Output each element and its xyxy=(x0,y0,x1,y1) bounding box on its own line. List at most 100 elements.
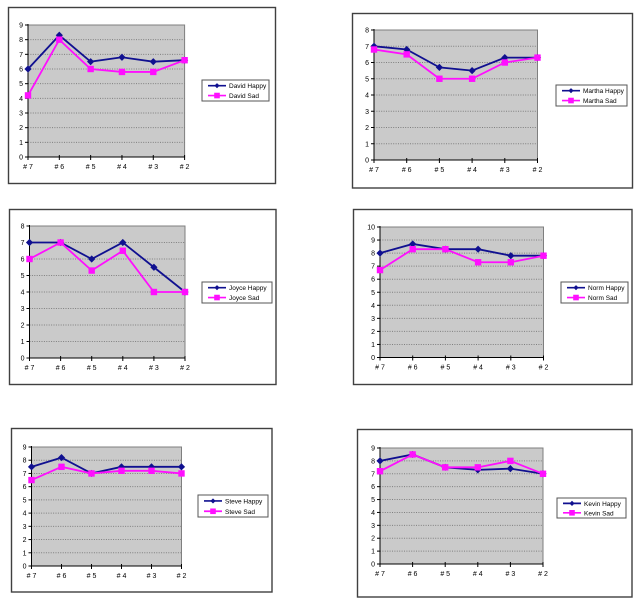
svg-text:2: 2 xyxy=(21,323,25,330)
svg-text:2: 2 xyxy=(23,537,27,544)
svg-text:5: 5 xyxy=(371,497,375,504)
svg-text:4: 4 xyxy=(21,290,25,297)
svg-text:5: 5 xyxy=(23,497,27,504)
svg-text:# 7: # 7 xyxy=(23,164,33,171)
svg-text:1: 1 xyxy=(19,140,23,147)
svg-text:9: 9 xyxy=(371,446,375,453)
svg-text:# 2: # 2 xyxy=(538,571,548,578)
svg-text:Kevin Sad: Kevin Sad xyxy=(584,510,614,517)
svg-text:# 4: # 4 xyxy=(473,571,483,578)
svg-text:David Sad: David Sad xyxy=(229,93,259,100)
svg-text:3: 3 xyxy=(23,524,27,531)
svg-text:2: 2 xyxy=(371,329,375,336)
svg-text:3: 3 xyxy=(21,306,25,313)
svg-text:Martha Happy: Martha Happy xyxy=(583,88,625,95)
svg-text:# 4: # 4 xyxy=(117,573,127,580)
svg-text:3: 3 xyxy=(365,109,369,116)
svg-text:# 5: # 5 xyxy=(440,571,450,578)
svg-text:# 6: # 6 xyxy=(402,167,412,174)
svg-text:6: 6 xyxy=(371,277,375,284)
svg-text:5: 5 xyxy=(19,81,23,88)
svg-text:2: 2 xyxy=(371,536,375,543)
svg-text:# 7: # 7 xyxy=(369,167,379,174)
svg-text:4: 4 xyxy=(23,511,27,518)
svg-text:10: 10 xyxy=(367,225,375,232)
svg-text:0: 0 xyxy=(371,562,375,569)
svg-text:# 5: # 5 xyxy=(87,365,97,372)
svg-text:1: 1 xyxy=(371,549,375,556)
svg-text:7: 7 xyxy=(19,52,23,59)
svg-text:Steve Happy: Steve Happy xyxy=(225,498,263,505)
svg-text:7: 7 xyxy=(365,44,369,51)
svg-text:8: 8 xyxy=(365,28,369,35)
svg-text:# 3: # 3 xyxy=(149,365,159,372)
svg-text:# 5: # 5 xyxy=(86,164,96,171)
svg-text:# 3: # 3 xyxy=(506,571,516,578)
svg-text:6: 6 xyxy=(371,484,375,491)
svg-text:8: 8 xyxy=(19,37,23,44)
svg-text:2: 2 xyxy=(19,125,23,132)
svg-text:6: 6 xyxy=(365,60,369,67)
svg-text:# 2: # 2 xyxy=(180,164,190,171)
svg-text:# 7: # 7 xyxy=(25,365,35,372)
svg-text:2: 2 xyxy=(365,125,369,132)
svg-text:Norm Happy: Norm Happy xyxy=(588,285,625,292)
svg-text:# 3: # 3 xyxy=(148,164,158,171)
svg-text:# 2: # 2 xyxy=(177,573,187,580)
svg-text:9: 9 xyxy=(371,238,375,245)
svg-text:# 6: # 6 xyxy=(408,571,418,578)
svg-text:3: 3 xyxy=(371,523,375,530)
svg-text:6: 6 xyxy=(19,67,23,74)
svg-text:9: 9 xyxy=(19,23,23,30)
svg-text:# 6: # 6 xyxy=(408,365,418,372)
svg-text:3: 3 xyxy=(19,111,23,118)
svg-text:# 4: # 4 xyxy=(473,365,483,372)
svg-text:5: 5 xyxy=(21,273,25,280)
svg-text:# 2: # 2 xyxy=(539,365,549,372)
svg-text:Kevin Happy: Kevin Happy xyxy=(584,501,622,508)
svg-text:4: 4 xyxy=(371,303,375,310)
svg-text:0: 0 xyxy=(23,564,27,571)
svg-text:# 7: # 7 xyxy=(27,573,37,580)
svg-text:7: 7 xyxy=(371,471,375,478)
svg-text:8: 8 xyxy=(23,458,27,465)
svg-text:# 6: # 6 xyxy=(57,573,67,580)
svg-text:4: 4 xyxy=(371,510,375,517)
svg-text:0: 0 xyxy=(371,355,375,362)
svg-text:4: 4 xyxy=(365,93,369,100)
svg-text:# 7: # 7 xyxy=(375,571,385,578)
svg-text:# 3: # 3 xyxy=(500,167,510,174)
svg-text:7: 7 xyxy=(371,264,375,271)
svg-text:1: 1 xyxy=(365,141,369,148)
svg-text:0: 0 xyxy=(365,158,369,165)
svg-text:Joyce Happy: Joyce Happy xyxy=(229,285,267,292)
svg-text:8: 8 xyxy=(371,458,375,465)
svg-text:# 3: # 3 xyxy=(147,573,157,580)
svg-text:# 3: # 3 xyxy=(506,365,516,372)
svg-text:# 4: # 4 xyxy=(467,167,477,174)
svg-text:6: 6 xyxy=(21,257,25,264)
svg-text:Martha Sad: Martha Sad xyxy=(583,98,617,105)
svg-text:4: 4 xyxy=(19,96,23,103)
svg-text:0: 0 xyxy=(21,356,25,363)
svg-text:1: 1 xyxy=(371,342,375,349)
svg-text:Steve Sad: Steve Sad xyxy=(225,509,255,516)
svg-text:# 4: # 4 xyxy=(118,365,128,372)
svg-text:# 5: # 5 xyxy=(441,365,451,372)
svg-text:# 7: # 7 xyxy=(375,365,385,372)
svg-text:5: 5 xyxy=(371,290,375,297)
svg-text:9: 9 xyxy=(23,445,27,452)
svg-text:0: 0 xyxy=(19,155,23,162)
svg-text:8: 8 xyxy=(21,224,25,231)
svg-text:5: 5 xyxy=(365,76,369,83)
svg-text:# 2: # 2 xyxy=(533,167,543,174)
svg-text:Norm Sad: Norm Sad xyxy=(588,295,618,302)
svg-text:6: 6 xyxy=(23,484,27,491)
svg-text:1: 1 xyxy=(21,339,25,346)
svg-text:# 6: # 6 xyxy=(56,365,66,372)
svg-text:8: 8 xyxy=(371,251,375,258)
svg-text:David Happy: David Happy xyxy=(229,83,267,90)
svg-text:Joyce Sad: Joyce Sad xyxy=(229,295,260,302)
svg-text:3: 3 xyxy=(371,316,375,323)
svg-text:# 5: # 5 xyxy=(435,167,445,174)
